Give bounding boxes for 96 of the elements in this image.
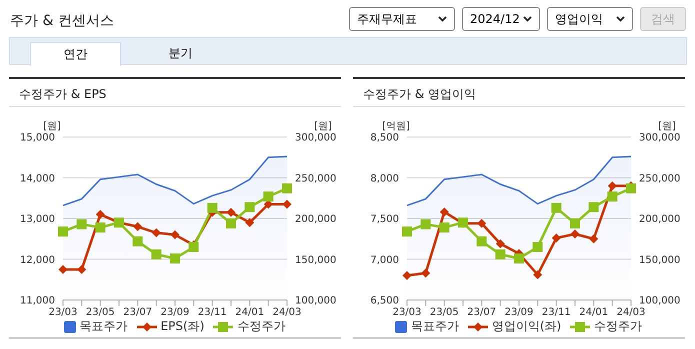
point <box>420 219 431 230</box>
y2-tick-label: 200,000 <box>295 214 336 226</box>
y-tick-label: 15,000 <box>20 132 55 144</box>
point <box>226 208 236 217</box>
point <box>607 191 618 202</box>
x-tick-label: 23/07 <box>467 307 496 318</box>
y2-tick-label: 250,000 <box>639 173 680 184</box>
point <box>402 226 412 237</box>
legend-label: 수정주가 <box>237 318 286 335</box>
chart-title: 수정주가 & 영업이익 <box>353 77 685 107</box>
y-tick-label: 7,500 <box>370 214 399 226</box>
point <box>514 253 524 264</box>
x-tick-label: 23/09 <box>504 307 534 318</box>
y-tick-label: 8,500 <box>370 132 399 144</box>
x-tick-label: 23/05 <box>86 307 115 318</box>
point <box>570 218 580 228</box>
x-tick-label: 23/07 <box>123 307 152 318</box>
point <box>589 234 598 244</box>
x-tick-label: 24/03 <box>272 307 302 318</box>
point <box>152 228 161 238</box>
x-tick-label: 23/11 <box>198 307 227 318</box>
y-tick-label: 14,000 <box>20 173 55 184</box>
point <box>282 183 292 194</box>
point <box>95 222 106 232</box>
y2-tick-label: 250,000 <box>295 173 336 184</box>
chart-title: 수정주가 & EPS <box>9 77 341 107</box>
y2-tick-label: 100,000 <box>639 296 680 307</box>
point <box>477 218 486 228</box>
point <box>170 230 180 240</box>
text: 2024/12 <box>462 7 540 31</box>
point <box>570 229 580 238</box>
point <box>440 207 449 216</box>
point <box>552 234 561 243</box>
y-tick-label: 11,000 <box>20 296 55 307</box>
y2-tick-label: 200,000 <box>639 214 680 226</box>
y2-tick-label: 300,000 <box>639 132 680 144</box>
legend-label: 목표주가 <box>410 318 459 335</box>
point <box>133 222 142 232</box>
x-tick-label: 23/09 <box>160 307 190 318</box>
point <box>626 183 636 194</box>
y-tick-label: 7,000 <box>370 254 399 266</box>
x-tick-label: 24/03 <box>616 307 646 318</box>
point <box>608 181 617 190</box>
point <box>77 264 86 274</box>
x-tick-label: 24/01 <box>579 307 608 318</box>
y-tick-label: 8,000 <box>370 173 399 184</box>
y-axis-title: [원] <box>43 121 61 132</box>
x-tick-label: 23/03 <box>392 307 422 318</box>
point <box>226 218 236 228</box>
x-tick-label: 23/11 <box>542 307 571 318</box>
point <box>439 222 450 232</box>
legend-label: EPS(좌) <box>160 318 204 335</box>
point <box>188 242 199 252</box>
point <box>282 200 292 209</box>
point <box>132 236 143 246</box>
y-tick-label: 12,000 <box>20 254 55 266</box>
legend-label: 영업이익(좌) <box>492 318 562 335</box>
y-tick-label: 6,500 <box>370 296 399 307</box>
point <box>151 249 162 260</box>
point <box>170 253 180 264</box>
text: 분기 <box>168 45 194 62</box>
point <box>244 202 255 212</box>
point <box>245 218 254 228</box>
point <box>532 242 543 252</box>
point <box>207 202 218 213</box>
text: 주재무제표 <box>349 7 455 31</box>
text: 연간 <box>30 42 121 66</box>
point <box>421 268 430 278</box>
text: 영업이익 <box>547 7 633 31</box>
point <box>402 271 412 280</box>
text: 검색 <box>640 7 686 31</box>
x-tick-label: 24/01 <box>235 307 264 318</box>
point <box>496 239 505 248</box>
y2-tick-label: 150,000 <box>639 254 680 266</box>
y2-tick-label: 150,000 <box>295 254 336 266</box>
y2-axis-title: [원] <box>314 121 332 132</box>
x-tick-label: 23/03 <box>48 307 78 318</box>
legend-label: 목표주가 <box>80 318 128 335</box>
y-axis-title: [억원] <box>382 121 410 132</box>
point <box>58 264 68 274</box>
legend-label: 수정주가 <box>594 318 642 335</box>
point <box>533 270 542 280</box>
text: 주가 & 컨센서스 <box>10 12 114 30</box>
point <box>551 202 562 213</box>
point <box>96 210 105 219</box>
y2-axis-title: [원] <box>658 121 676 132</box>
point <box>76 219 87 230</box>
y2-tick-label: 300,000 <box>295 132 336 144</box>
point <box>58 226 68 237</box>
y-tick-label: 13,000 <box>20 214 55 226</box>
point <box>495 249 506 260</box>
x-tick-label: 23/05 <box>430 307 459 318</box>
y2-tick-label: 100,000 <box>295 296 336 307</box>
point <box>476 236 487 246</box>
point <box>588 202 599 212</box>
point <box>263 191 274 202</box>
